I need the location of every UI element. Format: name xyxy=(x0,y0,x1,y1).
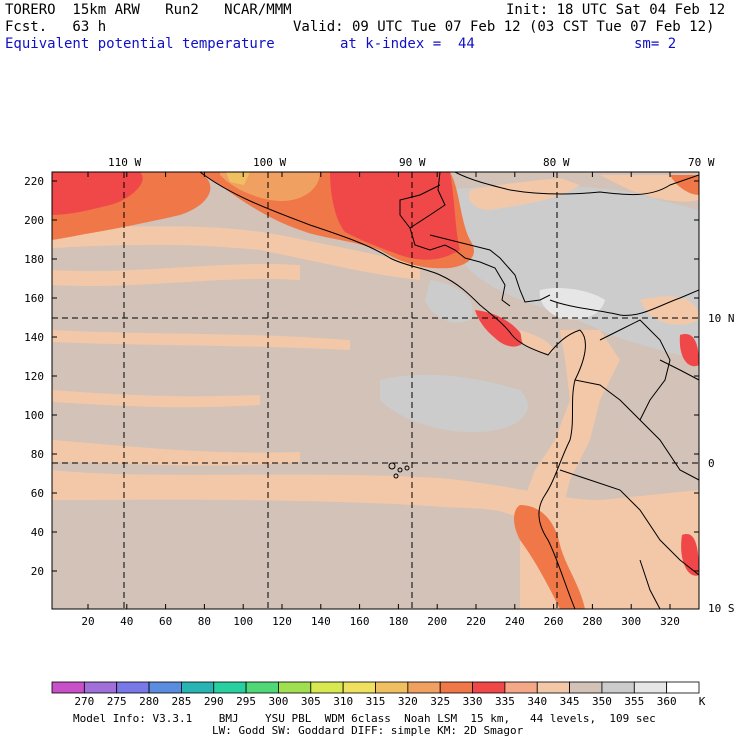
colorbar-swatch xyxy=(245,681,279,694)
x-tick-label: 100 xyxy=(233,615,253,628)
x-tick-label: 200 xyxy=(427,615,447,628)
colorbar-label: 355 xyxy=(624,695,644,708)
map-frame xyxy=(51,171,700,610)
colorbar-swatch xyxy=(666,681,700,694)
colorbar-label: 300 xyxy=(269,695,289,708)
colorbar-label: 315 xyxy=(366,695,386,708)
y-tick-label: 180 xyxy=(24,253,44,266)
x-tick-label: 120 xyxy=(272,615,292,628)
colorbar-swatch xyxy=(569,681,603,694)
physics-info-line: LW: Godd SW: Goddard DIFF: simple KM: 2D… xyxy=(212,724,524,737)
y-tick-label: 160 xyxy=(24,292,44,305)
colorbar-swatch xyxy=(278,681,312,694)
y-tick-label: 40 xyxy=(31,526,44,539)
model-info-line: Model Info: V3.3.1 BMJ YSU PBL WDM 6clas… xyxy=(73,712,656,725)
x-tick-label: 160 xyxy=(350,615,370,628)
smoothing-info: sm= 2 xyxy=(634,36,677,52)
colorbar-label: 270 xyxy=(74,695,94,708)
colorbar-label: 330 xyxy=(463,695,483,708)
colorbar-swatch xyxy=(504,681,538,694)
colorbar-swatch xyxy=(375,681,409,694)
colorbar-label: 360 xyxy=(657,695,677,708)
colorbar-swatch xyxy=(83,681,118,694)
colorbar-swatch xyxy=(180,681,215,694)
equivalent-potential-temperature-field xyxy=(52,172,699,609)
colorbar-swatch xyxy=(536,681,570,694)
lon-label: 90 W xyxy=(399,156,426,169)
coastlines xyxy=(199,172,699,609)
x-tick-label: 280 xyxy=(582,615,602,628)
lat-label: 10 S xyxy=(708,602,735,615)
colorbar-swatch xyxy=(407,681,441,694)
x-tick-label: 60 xyxy=(159,615,172,628)
colorbar-label: 310 xyxy=(333,695,353,708)
colorbar-swatch xyxy=(601,681,635,694)
colorbar-swatch xyxy=(148,681,182,694)
colorbar-unit: K xyxy=(699,695,706,708)
x-tick-label: 40 xyxy=(120,615,133,628)
x-tick-label: 300 xyxy=(621,615,641,628)
colorbar-label: 305 xyxy=(301,695,321,708)
y-tick-label: 80 xyxy=(31,448,44,461)
lon-label: 70 W xyxy=(688,156,715,169)
lon-label: 100 W xyxy=(253,156,286,169)
level-info: at k-index = 44 xyxy=(340,36,475,52)
model-title: TORERO 15km ARW Run2 NCAR/MMM xyxy=(5,2,292,18)
x-tick-label: 260 xyxy=(544,615,564,628)
field-name: Equivalent potential temperature xyxy=(5,36,275,52)
y-tick-label: 20 xyxy=(31,565,44,578)
x-tick-label: 20 xyxy=(81,615,94,628)
init-time: Init: 18 UTC Sat 04 Feb 12 xyxy=(506,2,726,18)
colorbar-swatch xyxy=(116,681,150,694)
valid-time: Valid: 09 UTC Tue 07 Feb 12 (03 CST Tue … xyxy=(293,19,715,35)
x-tick-label: 220 xyxy=(466,615,486,628)
colorbar-swatch xyxy=(472,681,506,694)
colorbar-swatch xyxy=(439,681,473,694)
colorbar-label: 320 xyxy=(398,695,418,708)
y-tick-label: 100 xyxy=(24,409,44,422)
colorbar: 270 275 280 285 290 295 300 305 310 315 320 325 330 3… xyxy=(51,681,706,708)
y-tick-label: 60 xyxy=(31,487,44,500)
colorbar-label: 280 xyxy=(139,695,159,708)
colorbar-label: 335 xyxy=(495,695,515,708)
lon-label: 110 W xyxy=(108,156,141,169)
lat-label: 10 N xyxy=(708,312,735,325)
colorbar-label: 285 xyxy=(171,695,191,708)
y-tick-label: 220 xyxy=(24,175,44,188)
y-tick-label: 140 xyxy=(24,331,44,344)
colorbar-label: 340 xyxy=(527,695,547,708)
lon-label: 80 W xyxy=(543,156,570,169)
colorbar-label: 275 xyxy=(107,695,127,708)
colorbar-label: 325 xyxy=(430,695,450,708)
lat-label: 0 xyxy=(708,457,715,470)
y-tick-label: 200 xyxy=(24,214,44,227)
forecast-hour: Fcst. 63 h xyxy=(5,19,107,35)
colorbar-label: 350 xyxy=(592,695,612,708)
colorbar-swatch xyxy=(342,681,376,694)
colorbar-label: 290 xyxy=(204,695,224,708)
colorbar-swatch xyxy=(213,681,247,694)
colorbar-label: 295 xyxy=(236,695,256,708)
x-tick-label: 180 xyxy=(388,615,408,628)
graticule xyxy=(52,172,699,609)
x-tick-label: 140 xyxy=(311,615,331,628)
colorbar-label: 345 xyxy=(560,695,580,708)
colorbar-swatch xyxy=(310,681,344,694)
colorbar-swatch xyxy=(633,681,668,694)
colorbar-swatch xyxy=(51,681,85,694)
x-tick-label: 320 xyxy=(660,615,680,628)
y-tick-label: 120 xyxy=(24,370,44,383)
x-tick-label: 240 xyxy=(505,615,525,628)
x-tick-label: 80 xyxy=(198,615,211,628)
